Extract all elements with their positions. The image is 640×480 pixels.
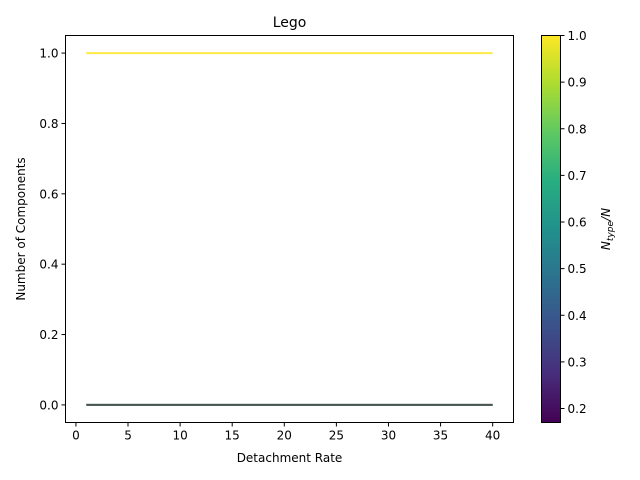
y-axis: 0.0 0.2 0.4 0.6 0.8 1.0 <box>39 47 66 412</box>
series-layer <box>86 52 493 406</box>
colorbar: 0.2 0.3 0.4 0.5 0.6 0.7 0.8 0.9 1.0 Ntype/N <box>541 29 616 423</box>
colorbar-tick-label: 0.5 <box>568 262 587 276</box>
colorbar-tick-label: 0.7 <box>568 169 587 183</box>
x-axis-label: Detachment Rate <box>237 451 343 465</box>
y-tick-label: 1.0 <box>39 47 58 61</box>
colorbar-gradient <box>541 35 561 423</box>
x-tick-label: 0 <box>72 429 80 443</box>
colorbar-tick-label: 0.6 <box>568 216 587 230</box>
colorbar-tick-label: 0.9 <box>568 76 587 90</box>
colorbar-tick-label: 0.8 <box>568 122 587 136</box>
colorbar-tick-label: 0.3 <box>568 355 587 369</box>
x-tick-label: 25 <box>329 429 344 443</box>
plot-frame <box>65 35 514 423</box>
x-tick-label: 15 <box>225 429 240 443</box>
x-tick-label: 10 <box>172 429 187 443</box>
x-tick-label: 30 <box>381 429 396 443</box>
colorbar-label-main: N <box>599 241 613 250</box>
colorbar-tick-label: 0.4 <box>568 309 587 323</box>
y-tick-label: 0.4 <box>39 258 58 272</box>
colorbar-tick-label: 0.2 <box>568 402 587 416</box>
colorbar-label-tail: /N <box>599 208 613 222</box>
plot-area: 0 5 10 15 20 25 30 35 40 0.0 0.2 0.4 0.6 0.8 1.0 <box>39 35 514 443</box>
chart-title: Lego <box>273 15 307 31</box>
colorbar-label-sub: type <box>606 221 616 242</box>
x-tick-label: 40 <box>485 429 500 443</box>
y-axis-label: Number of Components <box>14 157 28 300</box>
colorbar-tick-label: 1.0 <box>568 29 587 43</box>
x-axis: 0 5 10 15 20 25 30 35 40 <box>72 422 500 443</box>
x-tick-label: 5 <box>124 429 132 443</box>
y-tick-label: 0.6 <box>39 187 58 201</box>
y-tick-label: 0.8 <box>39 117 58 131</box>
x-tick-label: 20 <box>277 429 292 443</box>
colorbar-label: Ntype/N <box>599 208 616 250</box>
x-tick-label: 35 <box>433 429 448 443</box>
y-tick-label: 0.0 <box>39 398 58 412</box>
colorbar-ticks: 0.2 0.3 0.4 0.5 0.6 0.7 0.8 0.9 1.0 <box>560 29 587 416</box>
y-tick-label: 0.2 <box>39 328 58 342</box>
